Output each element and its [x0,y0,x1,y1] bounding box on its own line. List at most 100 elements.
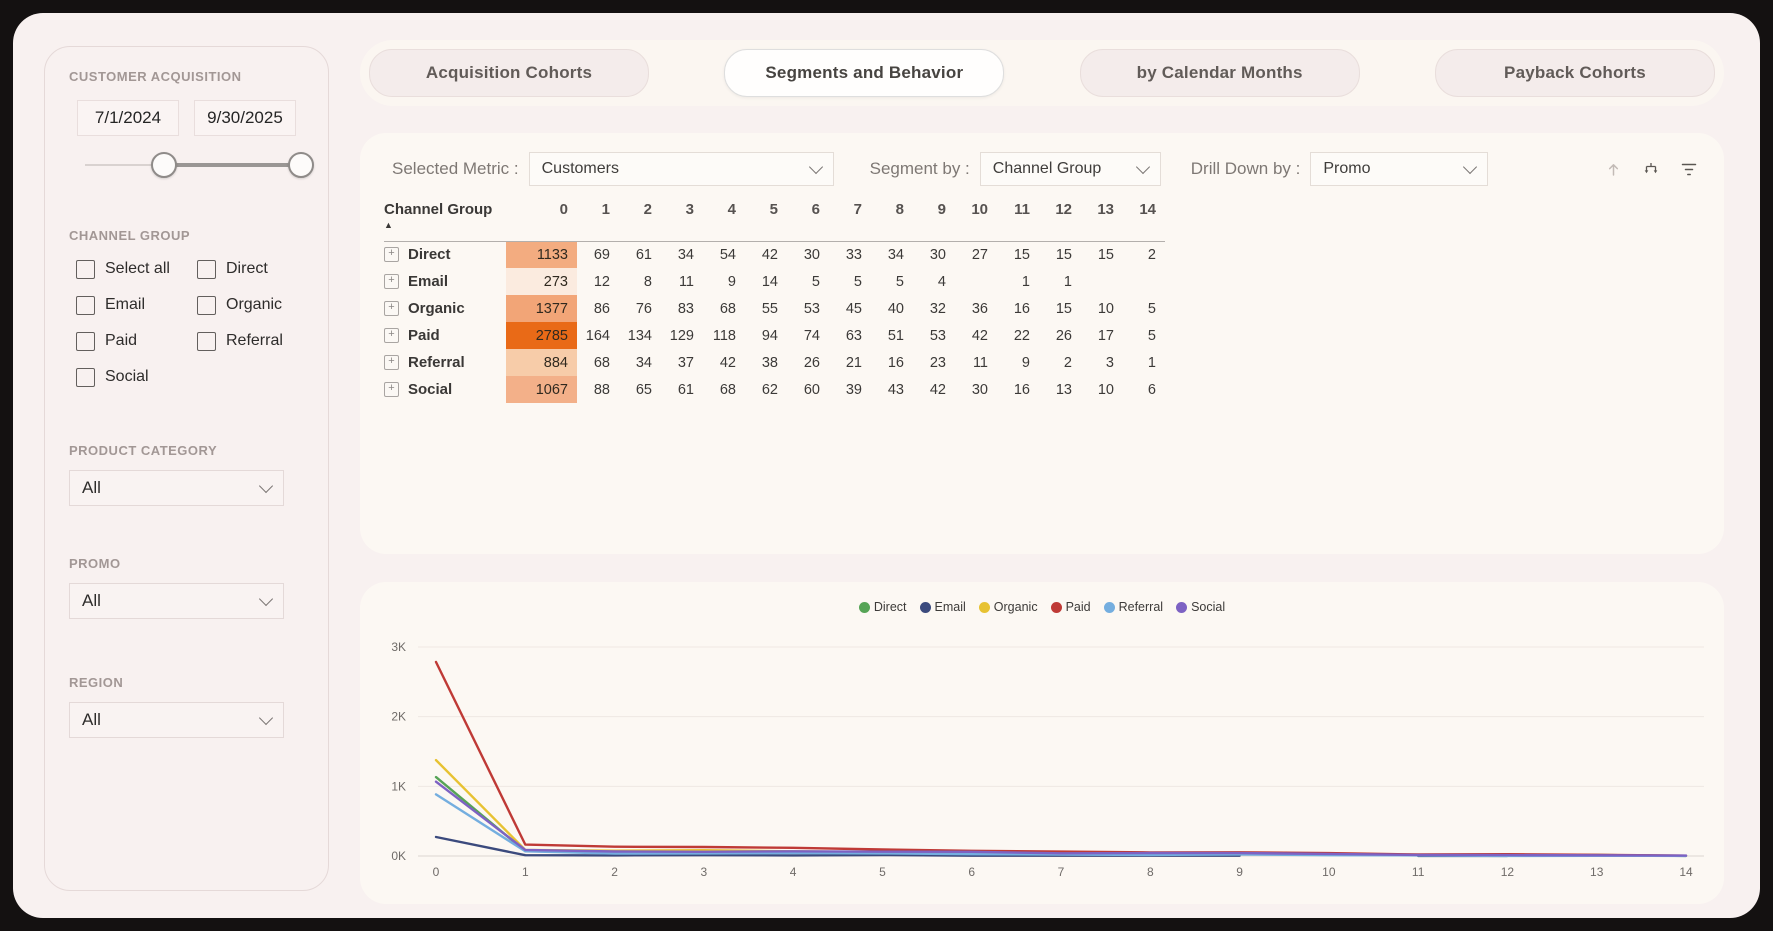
checkbox-icon[interactable] [76,367,95,387]
legend-item-paid[interactable]: Paid [1050,600,1091,614]
x-axis-tick-5: 5 [879,865,886,879]
checkbox-icon[interactable] [76,295,95,315]
metric-controls-row: Selected Metric : Customers Segment by :… [360,133,1724,187]
checkbox-icon[interactable] [197,295,216,315]
tab-by-calendar-months[interactable]: by Calendar Months [1079,49,1360,97]
column-header-8[interactable]: 8 [895,201,904,218]
column-header-4[interactable]: 4 [727,201,736,218]
checkbox-icon[interactable] [197,331,216,351]
drilldown-dropdown[interactable]: Promo [1310,152,1489,186]
date-range-slider[interactable] [85,150,314,180]
legend-item-social[interactable]: Social [1176,600,1225,614]
cell-direct-13: 15 [1097,246,1114,263]
row-label-direct[interactable]: + Direct [384,241,506,268]
cell-referral-7: 21 [845,354,862,371]
drill-down-icon[interactable] [1642,160,1660,178]
tab-payback-cohorts[interactable]: Payback Cohorts [1434,49,1715,97]
channel-group-title: CHANNEL GROUP [69,228,191,243]
product-category-dropdown[interactable]: All [69,470,284,506]
checkbox-option-paid[interactable]: Paid [76,329,197,353]
expand-icon[interactable]: + [384,328,399,343]
cell-email-5: 14 [761,273,778,290]
arrow-up-icon[interactable] [1605,161,1622,178]
column-header-7[interactable]: 7 [853,201,862,218]
legend-item-email[interactable]: Email [919,600,966,614]
column-header-14[interactable]: 14 [1139,201,1156,218]
column-header-6[interactable]: 6 [811,201,820,218]
column-header-0[interactable]: 0 [559,201,568,218]
cell-direct-14: 2 [1147,246,1156,263]
cell-organic-10: 36 [971,300,988,317]
checkbox-option-organic[interactable]: Organic [197,293,308,317]
row-label-email[interactable]: + Email [384,268,506,295]
column-header-13[interactable]: 13 [1097,201,1114,218]
cell-organic-7: 45 [845,300,862,317]
checkbox-option-select-all[interactable]: Select all [76,257,197,281]
legend-dot-icon [1176,601,1188,613]
promo-dropdown[interactable]: All [69,583,284,619]
cell-paid-13: 17 [1097,327,1114,344]
tab-acquisition-cohorts[interactable]: Acquisition Cohorts [369,49,649,97]
region-value: All [82,710,101,729]
column-header-9[interactable]: 9 [937,201,946,218]
slider-handle-left[interactable] [151,152,177,178]
column-header-5[interactable]: 5 [769,201,778,218]
checkbox-option-referral[interactable]: Referral [197,329,308,353]
cell-email-8: 5 [895,273,904,290]
cell-referral-6: 26 [803,354,820,371]
tab-segments-and-behavior[interactable]: Segments and Behavior [724,49,1005,97]
checkbox-option-direct[interactable]: Direct [197,257,308,281]
cell-paid-5: 94 [761,327,778,344]
checkbox-label: Select all [105,260,170,277]
row-label-social[interactable]: + Social [384,376,506,403]
cell-referral-9: 23 [929,354,946,371]
column-header-10[interactable]: 10 [971,201,988,218]
cell-paid-2: 134 [627,327,652,344]
cell-organic-5: 55 [761,300,778,317]
column-header-1[interactable]: 1 [601,201,610,218]
region-dropdown[interactable]: All [69,702,284,738]
cell-referral-14: 1 [1147,354,1156,371]
cell-email-4: 9 [727,273,736,290]
legend-item-organic[interactable]: Organic [978,600,1038,614]
slider-selected-range[interactable] [163,163,304,167]
row-label-organic[interactable]: + Organic [384,295,506,322]
column-header-11[interactable]: 11 [1014,201,1030,218]
promo-title: PROMO [69,556,121,571]
cell-referral-13: 3 [1105,354,1114,371]
row-header-channel-group[interactable]: Channel Group ▲ [384,197,506,241]
expand-icon[interactable]: + [384,382,399,397]
checkbox-icon[interactable] [76,331,95,351]
expand-icon[interactable]: + [384,274,399,289]
cell-email-9: 4 [937,273,946,290]
expand-icon[interactable]: + [384,247,399,263]
selected-metric-dropdown[interactable]: Customers [528,152,834,186]
cell-paid-12: 26 [1055,327,1072,344]
row-name: Email [408,273,449,290]
slider-handle-right[interactable] [288,152,314,178]
column-header-3[interactable]: 3 [685,201,694,218]
row-label-referral[interactable]: + Referral [384,349,506,376]
selected-metric-value: Customers [541,160,619,177]
column-header-2[interactable]: 2 [643,201,652,218]
legend-label: Email [934,600,966,614]
expand-icon[interactable]: + [384,355,399,370]
checkbox-icon[interactable] [197,259,216,279]
checkbox-icon[interactable] [76,259,95,279]
checkbox-option-email[interactable]: Email [76,293,197,317]
legend-item-referral[interactable]: Referral [1103,600,1163,614]
matrix-body: + Direct 1133 69 61 34 54 42 30 33 34 30 27 15 15 15 2 + E… [384,241,1165,403]
date-from-input[interactable]: 7/1/2024 [77,100,179,136]
segment-by-dropdown[interactable]: Channel Group [979,152,1161,186]
cell-email-1: 12 [593,273,610,290]
filter-icon[interactable] [1680,162,1698,177]
expand-icon[interactable]: + [384,301,399,316]
cell-organic-8: 40 [887,300,904,317]
cell-social-13: 10 [1097,381,1114,398]
cell-email-14 [1123,268,1165,295]
column-header-12[interactable]: 12 [1055,201,1072,218]
legend-item-direct[interactable]: Direct [858,600,907,614]
date-to-input[interactable]: 9/30/2025 [194,100,296,136]
row-label-paid[interactable]: + Paid [384,322,506,349]
checkbox-option-social[interactable]: Social [76,365,197,389]
